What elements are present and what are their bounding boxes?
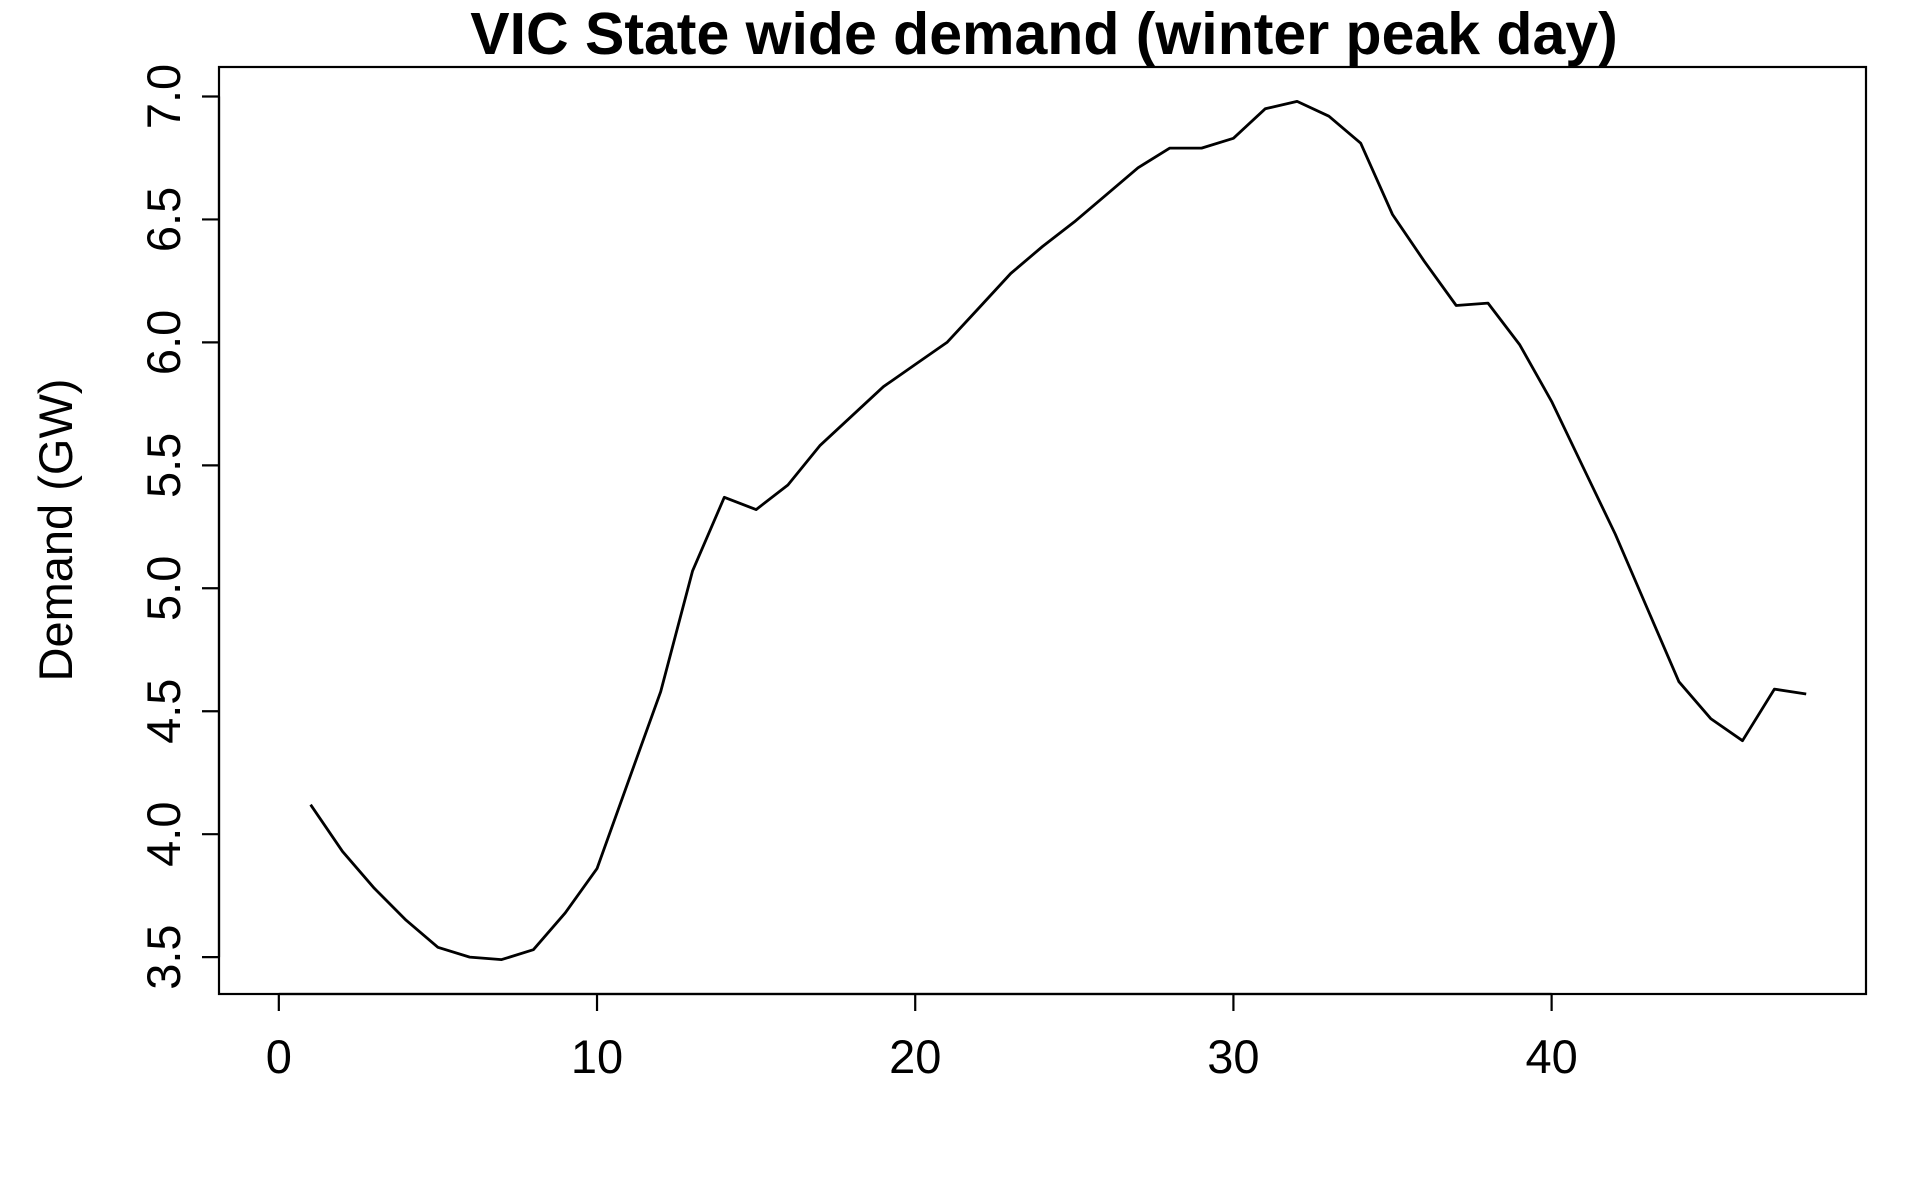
- y-tick-label: 3.5: [137, 924, 190, 989]
- x-tick-label: 30: [1207, 1030, 1259, 1083]
- x-tick-label: 20: [889, 1030, 941, 1083]
- y-tick-label: 5.0: [137, 556, 190, 621]
- y-tick-label: 5.5: [137, 433, 190, 498]
- plot-frame: [217, 65, 1868, 996]
- x-tick-label: 0: [266, 1030, 292, 1083]
- x-tick-label: 40: [1525, 1030, 1577, 1083]
- x-axis: 0 10 20 30 40: [266, 992, 1578, 1083]
- x-tick-label: 10: [571, 1030, 623, 1083]
- y-tick-label: 6.0: [137, 310, 190, 375]
- y-tick-label: 6.5: [137, 187, 190, 252]
- chart-title: VIC State wide demand (winter peak day): [470, 1, 1618, 67]
- y-axis-label: Demand (GW): [29, 379, 82, 682]
- y-tick-label: 7.0: [137, 64, 190, 129]
- y-tick-label: 4.0: [137, 802, 190, 867]
- series-layer: [309, 100, 1807, 961]
- y-tick-label: 4.5: [137, 679, 190, 744]
- y-axis: 3.5 4.0 4.5 5.0 5.5 6.0 6.5 7.0: [137, 64, 221, 990]
- series-line: [309, 100, 1807, 961]
